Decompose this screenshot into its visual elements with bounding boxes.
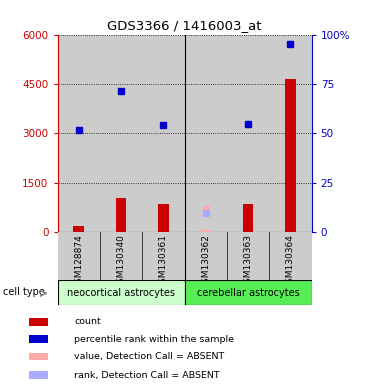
Bar: [73, 226, 84, 232]
Bar: [185, 280, 312, 305]
Text: cerebellar astrocytes: cerebellar astrocytes: [197, 288, 299, 298]
Text: percentile rank within the sample: percentile rank within the sample: [74, 334, 234, 344]
Bar: [269, 35, 312, 232]
Bar: [142, 35, 185, 232]
Title: GDS3366 / 1416003_at: GDS3366 / 1416003_at: [107, 19, 262, 32]
Text: count: count: [74, 317, 101, 326]
Bar: [158, 204, 169, 232]
Bar: [185, 35, 227, 232]
Bar: [29, 353, 48, 360]
Text: GSM130361: GSM130361: [159, 234, 168, 289]
Bar: [142, 232, 185, 280]
Bar: [227, 232, 269, 280]
Bar: [116, 198, 127, 232]
Bar: [100, 232, 142, 280]
Bar: [29, 371, 48, 379]
Bar: [58, 35, 100, 232]
Text: value, Detection Call = ABSENT: value, Detection Call = ABSENT: [74, 352, 224, 361]
Bar: [269, 232, 312, 280]
Text: GSM130364: GSM130364: [286, 234, 295, 289]
Bar: [285, 79, 296, 232]
Bar: [58, 232, 100, 280]
Text: GSM130362: GSM130362: [201, 234, 210, 289]
Bar: [29, 335, 48, 343]
Bar: [29, 318, 48, 326]
Text: GSM130363: GSM130363: [244, 234, 253, 289]
Bar: [200, 230, 211, 232]
Bar: [58, 280, 185, 305]
Bar: [243, 204, 253, 232]
Bar: [185, 232, 227, 280]
Text: rank, Detection Call = ABSENT: rank, Detection Call = ABSENT: [74, 371, 220, 379]
Text: GSM130340: GSM130340: [116, 234, 125, 289]
Text: cell type: cell type: [3, 286, 45, 296]
Text: GSM128874: GSM128874: [74, 234, 83, 288]
Bar: [100, 35, 142, 232]
Text: neocortical astrocytes: neocortical astrocytes: [67, 288, 175, 298]
Bar: [227, 35, 269, 232]
